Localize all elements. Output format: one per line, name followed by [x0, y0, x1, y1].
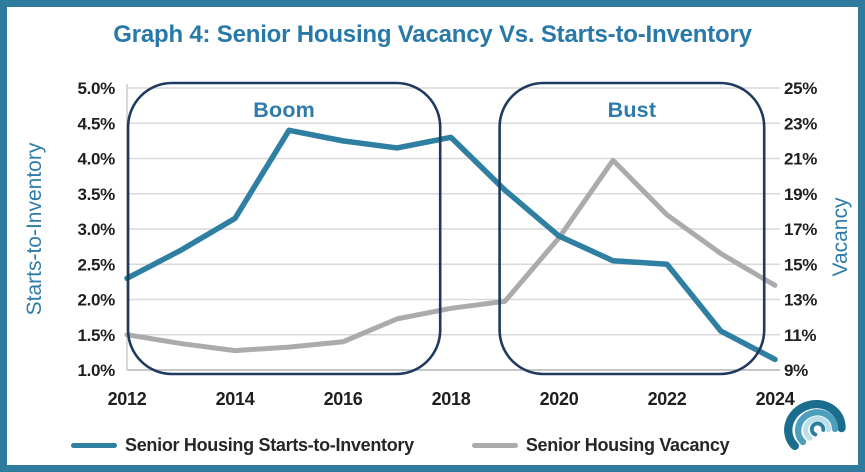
- wave-logo-icon: [784, 399, 846, 451]
- left-axis-tick-label: 1.0%: [77, 361, 115, 380]
- right-axis-tick-label: 19%: [784, 185, 817, 204]
- left-axis-tick-label: 4.0%: [77, 150, 115, 169]
- right-axis-tick-label: 9%: [784, 361, 808, 380]
- legend-label-vacancy: Senior Housing Vacancy: [525, 435, 730, 455]
- x-axis-tick-label: 2018: [432, 389, 471, 409]
- annotation-label-bust: Bust: [608, 98, 657, 122]
- left-axis-tick-label: 2.5%: [77, 255, 115, 274]
- x-axis-tick-label: 2016: [324, 389, 363, 409]
- x-axis-tick-label: 2012: [108, 389, 147, 409]
- senior-housing-vacancy-line: [124, 157, 778, 354]
- right-axis-tick-label: 11%: [784, 326, 816, 345]
- x-axis-tick-label: 2014: [216, 389, 255, 409]
- starts-to-inventory-line-swatch: [71, 442, 117, 449]
- legend-item-starts-to-inventory: Senior Housing Starts-to-Inventory: [71, 435, 414, 456]
- left-axis-tick-label: 5.0%: [77, 79, 115, 98]
- right-axis-tick-label: 21%: [784, 150, 817, 169]
- x-axis-tick-label: 2024: [756, 389, 795, 409]
- annotation-box-bust: [498, 81, 766, 376]
- annotation-label-boom: Boom: [253, 98, 315, 122]
- chart-plot: 5.0% 4.5% 4.0% 3.5% 3.0% 2.5% 2.0% 1.5% 1.0% 25% 2…: [77, 79, 817, 409]
- legend: Senior Housing Starts-to-Inventory Senio…: [71, 435, 730, 456]
- right-axis-tick-label: 23%: [784, 114, 817, 133]
- left-axis-tick-label: 3.0%: [77, 220, 115, 239]
- right-axis-tick-label: 13%: [784, 291, 817, 310]
- right-axis-tick-label: 15%: [784, 255, 817, 274]
- left-axis-tick-label: 1.5%: [77, 326, 115, 345]
- legend-label-starts-to-inventory: Senior Housing Starts-to-Inventory: [125, 435, 414, 455]
- right-axis-tick-label: 25%: [784, 79, 817, 98]
- x-axis-tick-label: 2022: [648, 389, 687, 409]
- legend-item-vacancy: Senior Housing Vacancy: [471, 435, 730, 456]
- chart-title: Graph 4: Senior Housing Vacancy Vs. Star…: [113, 21, 752, 48]
- left-axis-tick-label: 4.5%: [77, 114, 115, 133]
- x-axis-tick-label: 2020: [540, 389, 579, 409]
- vacancy-line-swatch: [471, 442, 518, 449]
- senior-housing-starts-to-inventory-line: [124, 127, 778, 363]
- right-axis-tick-label: 17%: [784, 220, 817, 239]
- left-axis-tick-label: 3.5%: [77, 185, 115, 204]
- annotation-box-boom: [126, 81, 442, 376]
- left-axis-tick-label: 2.0%: [77, 291, 115, 310]
